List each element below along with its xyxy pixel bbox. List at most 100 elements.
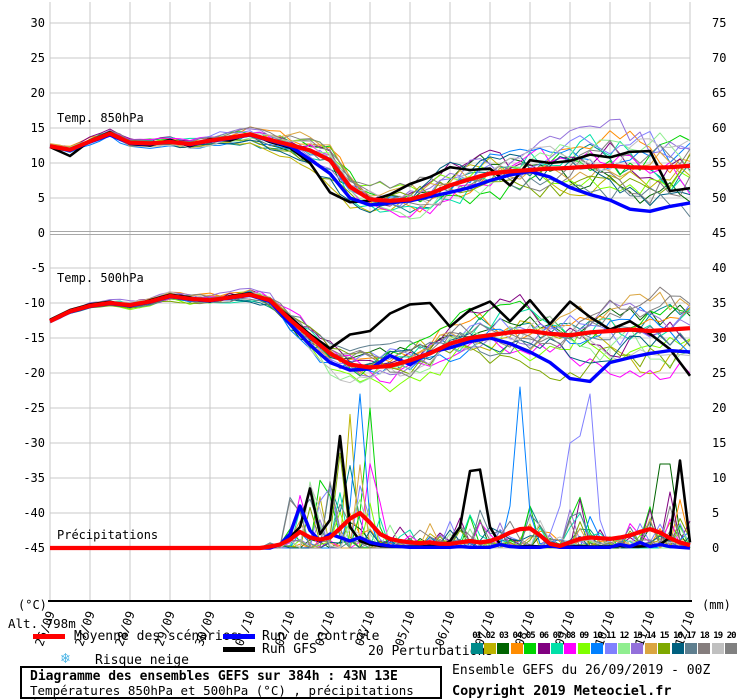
left-tick-label: -15 xyxy=(23,331,45,345)
perturbation-number: 05 xyxy=(525,631,536,641)
panel-label-500: Temp. 500hPa xyxy=(57,271,144,285)
perturbation-number: 17 xyxy=(686,631,697,641)
right-tick-label: 15 xyxy=(712,436,726,450)
perturbation-color-chip xyxy=(524,643,537,654)
perturbation-color-chip xyxy=(725,643,738,654)
date-tick-label: 05/10 xyxy=(392,609,418,648)
left-tick-label: -45 xyxy=(23,541,45,555)
perturbation-item: 18 xyxy=(698,631,711,654)
panel-label-850: Temp. 850hPa xyxy=(57,111,144,125)
perturbation-item: 05 xyxy=(524,631,537,654)
perturbation-number: 13 xyxy=(632,631,643,641)
perturbation-number: 10 xyxy=(592,631,603,641)
right-tick-label: 40 xyxy=(712,261,726,275)
ensemble-mean-line xyxy=(49,292,691,370)
right-tick-label: 0 xyxy=(712,541,719,555)
perturbation-number: 15 xyxy=(659,631,670,641)
gfs-legend-swatch xyxy=(223,647,255,652)
perturbation-number: 14 xyxy=(646,631,656,641)
perturbation-color-chip xyxy=(604,643,617,654)
chart-info-box: Diagramme des ensembles GEFS sur 384h : … xyxy=(20,666,442,700)
perturbation-color-chip xyxy=(644,643,657,654)
left-tick-label: 25 xyxy=(31,51,45,65)
perturbation-item: 09 xyxy=(577,631,590,654)
left-tick-label: -25 xyxy=(23,401,45,415)
perturbation-color-chip xyxy=(591,643,604,654)
member-line xyxy=(49,131,691,197)
left-tick-label: 5 xyxy=(38,191,45,205)
control-legend-swatch xyxy=(223,634,255,639)
left-tick-label: 10 xyxy=(31,156,45,170)
right-tick-label: 10 xyxy=(712,471,726,485)
perturbation-item: 19 xyxy=(711,631,724,654)
right-tick-label: 60 xyxy=(712,121,726,135)
chart-title: Diagramme des ensembles GEFS sur 384h : … xyxy=(30,669,398,684)
perturbation-number: 08 xyxy=(566,631,576,641)
left-tick-label: 0 xyxy=(38,226,45,240)
chart-subtitle: Températures 850hPa et 500hPa (°C) , pré… xyxy=(30,683,414,700)
left-tick-label: -40 xyxy=(23,506,45,520)
perturbation-color-chip xyxy=(711,643,724,654)
left-tick-label: -20 xyxy=(23,366,45,380)
perturbation-color-chip xyxy=(564,643,577,654)
left-tick-label: -10 xyxy=(23,296,45,310)
perturbation-number: 20 xyxy=(726,631,737,641)
right-tick-label: 30 xyxy=(712,331,726,345)
perturbation-number: 04 xyxy=(512,631,522,641)
member-line xyxy=(49,292,691,382)
member-line xyxy=(49,291,691,384)
right-tick-label: 35 xyxy=(712,296,726,310)
altitude-label: Alt. 798m xyxy=(8,616,76,631)
gfs-legend-label: Run GFS xyxy=(262,642,317,657)
left-tick-label: 15 xyxy=(31,121,45,135)
perturbation-item: 04 xyxy=(510,631,523,654)
right-tick-label: 25 xyxy=(712,366,726,380)
mean-legend-label: Moyenne des scénarios xyxy=(74,629,239,644)
run-info: Ensemble GEFS du 26/09/2019 - 00Z xyxy=(452,663,711,678)
member-line xyxy=(49,287,691,378)
perturbation-number: 01 xyxy=(472,631,482,641)
perturbation-item: 01 xyxy=(470,631,483,654)
right-tick-label: 70 xyxy=(712,51,726,65)
perturbation-color-chip xyxy=(551,643,564,654)
perturbation-color-chip xyxy=(684,643,697,654)
perturbation-color-chip xyxy=(510,643,523,654)
perturbations-color-strip: 01 02 03 04 05 06 07 08 09 10 11 12 13 14 15 16 17 18 19 20 xyxy=(470,631,738,654)
perturbations-label: 20 Perturbations xyxy=(368,644,494,659)
member-line xyxy=(49,131,691,206)
right-tick-label: 75 xyxy=(712,16,726,30)
perturbation-color-chip xyxy=(617,643,630,654)
mean-legend-swatch xyxy=(33,634,65,639)
perturbation-number: 02 xyxy=(485,631,496,641)
right-tick-label: 50 xyxy=(712,191,726,205)
perturbation-number: 09 xyxy=(579,631,589,641)
right-axis-unit: (mm) xyxy=(702,598,731,612)
left-tick-label: -30 xyxy=(23,436,45,450)
date-tick-label: 06/10 xyxy=(432,609,458,648)
snowflake-icon: ❄ xyxy=(61,649,71,667)
perturbation-item: 14 xyxy=(644,631,657,654)
left-tick-label: 30 xyxy=(31,16,45,30)
perturbation-color-chip xyxy=(577,643,590,654)
right-tick-label: 20 xyxy=(712,401,726,415)
perturbation-item: 13 xyxy=(631,631,644,654)
perturbation-item: 11 xyxy=(604,631,617,654)
right-tick-label: 5 xyxy=(712,506,719,520)
perturbation-item: 03 xyxy=(497,631,510,654)
perturbation-color-chip xyxy=(497,643,510,654)
perturbation-number: 16 xyxy=(673,631,683,641)
perturbation-item: 15 xyxy=(657,631,671,654)
perturbation-number: 07 xyxy=(552,631,563,641)
copyright: Copyright 2019 Meteociel.fr xyxy=(452,683,672,699)
perturbation-item: 17 xyxy=(684,631,697,654)
perturbation-item: 06 xyxy=(537,631,550,654)
perturbation-color-chip xyxy=(671,643,684,654)
perturbation-item: 12 xyxy=(617,631,630,654)
perturbation-number: 06 xyxy=(539,631,549,641)
ensemble-mean-line xyxy=(49,131,691,203)
right-tick-label: 55 xyxy=(712,156,726,170)
perturbation-number: 03 xyxy=(499,631,509,641)
perturbation-item: 02 xyxy=(483,631,497,654)
perturbation-item: 10 xyxy=(591,631,604,654)
